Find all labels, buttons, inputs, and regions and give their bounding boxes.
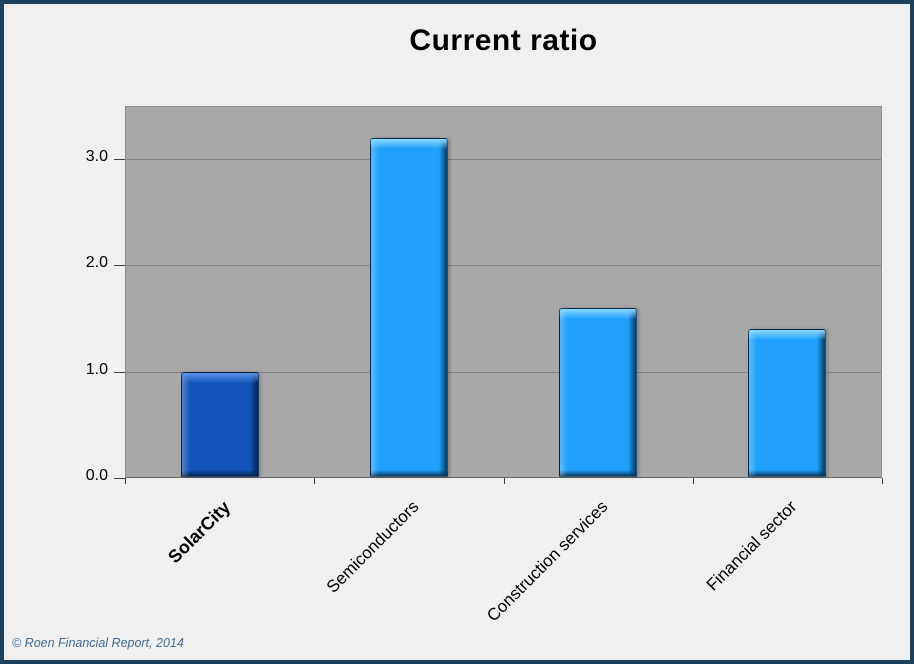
bar-solarcity [180, 371, 259, 477]
x-axis-label-financial-sector: Financial sector [703, 497, 801, 595]
y-axis-tick [114, 265, 125, 267]
y-axis-label: 0.0 [85, 467, 108, 484]
x-axis-tick [503, 478, 505, 484]
chart-title: Current ratio [409, 24, 598, 57]
x-axis-tick [125, 478, 126, 484]
gridline-3.0 [126, 159, 881, 161]
bar-financial-sector [748, 329, 827, 477]
y-axis-tick [114, 159, 125, 161]
y-axis-label: 1.0 [85, 360, 108, 378]
copyright-text: © Roen Financial Report, 2014 [12, 636, 184, 650]
y-axis-label: 2.0 [85, 254, 108, 272]
gridline-2.0 [126, 265, 881, 267]
gridline-1.0 [126, 371, 881, 373]
y-axis-tick [114, 371, 125, 373]
x-axis-label-semiconductors: Semiconductors [322, 497, 423, 597]
x-axis-label-construction-services: Construction services [483, 497, 612, 626]
bar-semiconductors [369, 137, 448, 477]
y-axis-tick [114, 478, 125, 479]
x-axis-tick [692, 478, 694, 484]
x-axis-tick [314, 478, 316, 484]
bar-construction-services [559, 307, 638, 477]
y-axis-label: 3.0 [85, 148, 108, 166]
x-axis-tick [882, 478, 883, 484]
